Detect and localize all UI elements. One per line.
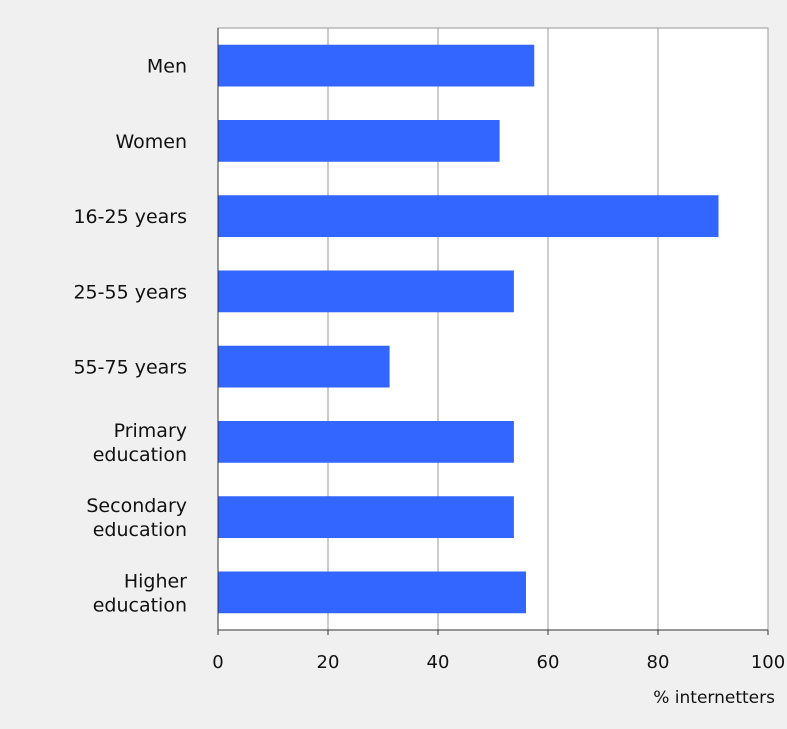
category-label-7-line-1: education (93, 594, 187, 616)
bars (218, 44, 719, 614)
category-label-4: 55-75 years (73, 357, 187, 379)
category-label-1: Women (115, 131, 187, 153)
category-label-3: 25-55 years (73, 281, 187, 303)
x-tick-label-100: 100 (751, 652, 785, 673)
x-axis-title: % internetters (653, 688, 775, 708)
category-label-0: Men (147, 56, 187, 78)
x-tick-label-20: 20 (317, 652, 340, 673)
x-tick-label-0: 0 (212, 652, 223, 673)
x-tick-label-40: 40 (427, 652, 450, 673)
category-label-6-line-0: Secondary (86, 495, 187, 517)
bar-2 (218, 195, 719, 238)
bar-0 (218, 44, 535, 87)
category-label-5-line-0: Primary (114, 420, 187, 442)
bar-4 (218, 345, 390, 388)
x-tick-labels: 0 20 40 60 80 100 (212, 630, 785, 673)
x-tick-label-80: 80 (647, 652, 670, 673)
category-label-2: 16-25 years (73, 206, 187, 228)
bar-6 (218, 496, 514, 539)
category-label-5-line-1: education (93, 444, 187, 466)
category-label-6-line-1: education (93, 519, 187, 541)
category-labels: Men Women 16-25 years 25-55 years 55-75 year… (73, 56, 187, 617)
bar-5 (218, 420, 514, 463)
bar-3 (218, 270, 514, 313)
category-label-7-line-0: Higher (124, 570, 187, 592)
plot-area (217, 27, 769, 631)
bar-7 (218, 571, 526, 614)
x-tick-label-60: 60 (537, 652, 560, 673)
bar-1 (218, 119, 500, 162)
